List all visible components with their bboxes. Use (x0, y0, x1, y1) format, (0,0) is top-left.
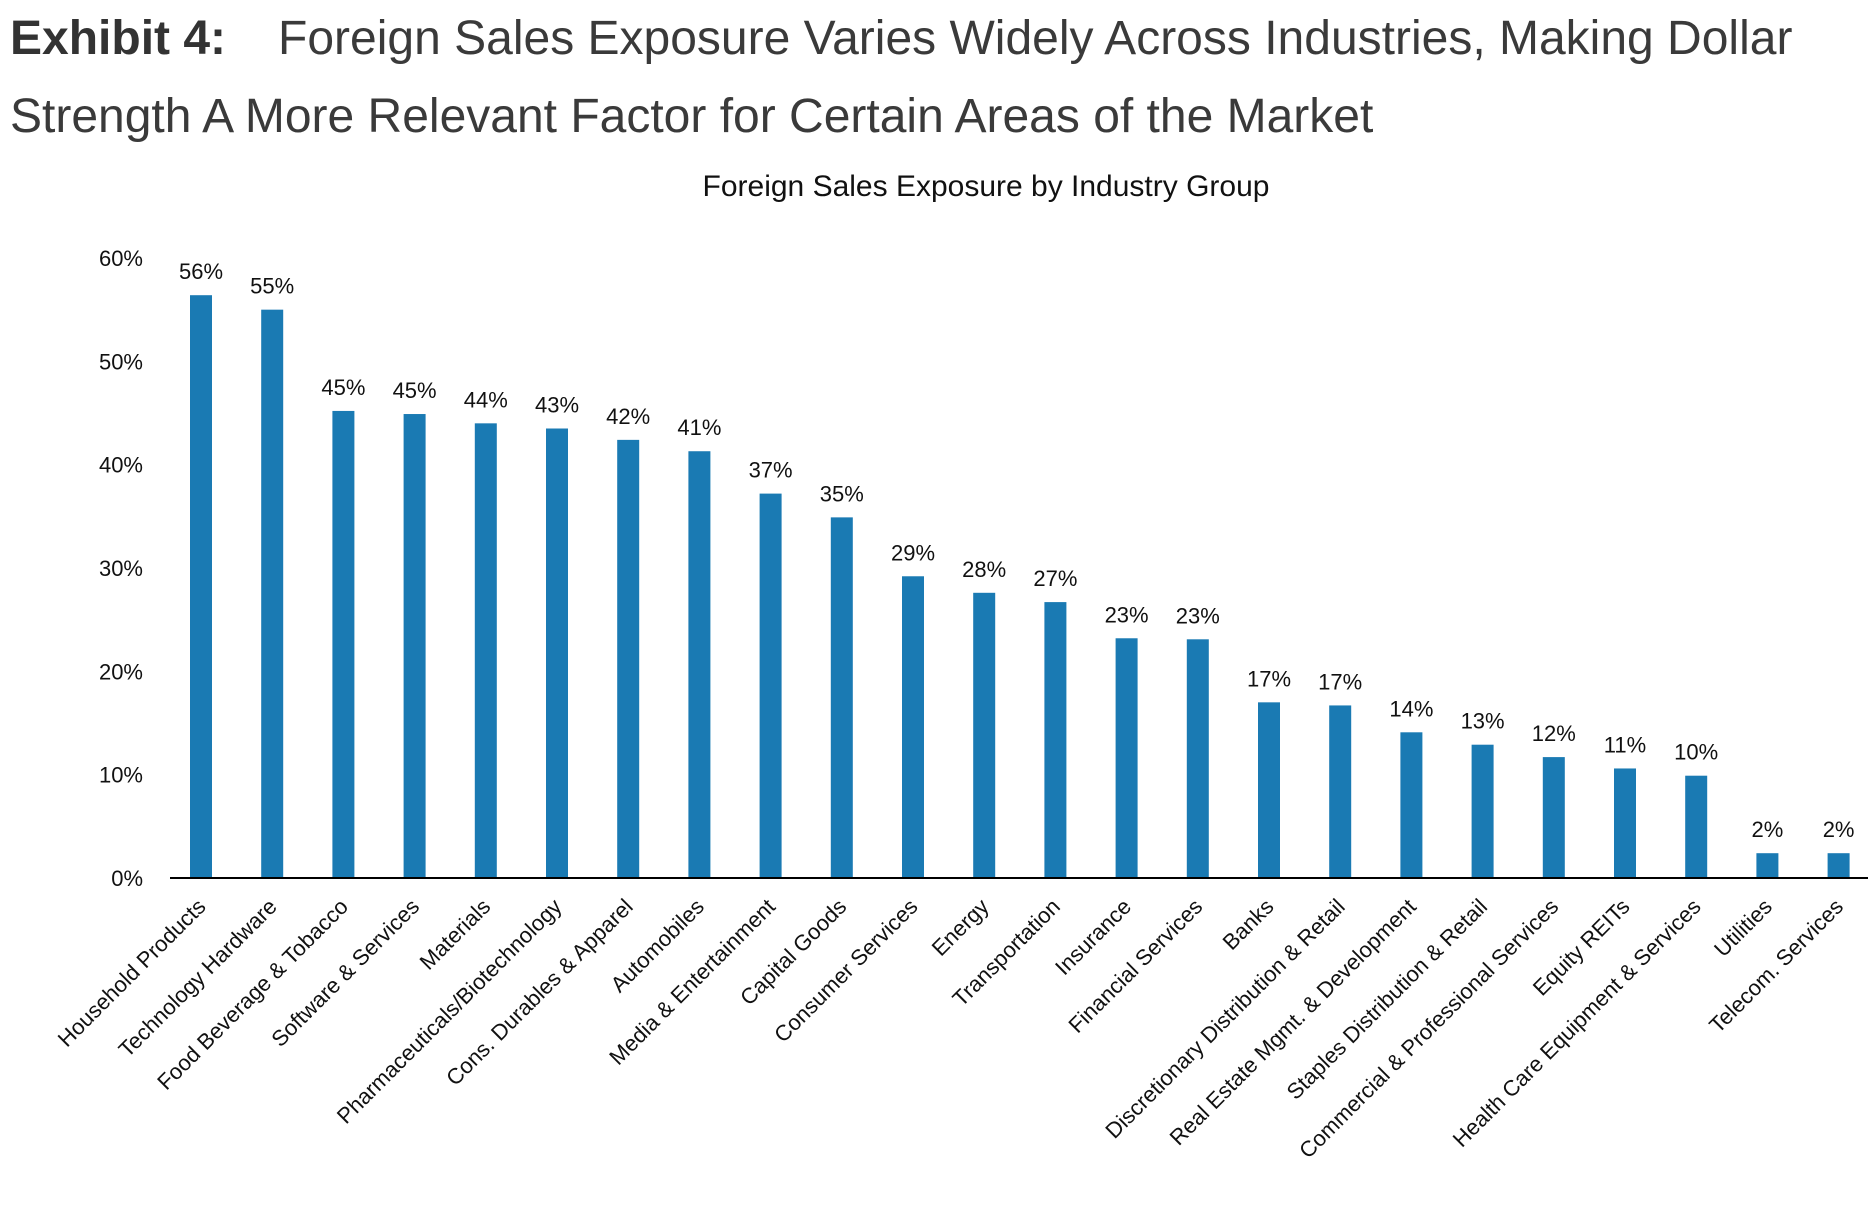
bar (830, 517, 853, 878)
data-label: 10% (1674, 740, 1718, 765)
y-axis-ticks: 0% 10% 20% 30% 40% 50% 60% (99, 246, 143, 891)
data-label: 35% (820, 481, 864, 506)
y-tick-label: 0% (111, 866, 143, 891)
y-tick-label: 30% (99, 556, 143, 581)
data-label: 14% (1389, 696, 1433, 721)
bar (1115, 638, 1138, 878)
data-label: 43% (535, 393, 579, 418)
data-label: 2% (1823, 817, 1855, 842)
y-tick-label: 60% (99, 246, 143, 271)
data-label: 23% (1105, 602, 1149, 627)
data-label: 44% (464, 387, 508, 412)
bar (1756, 853, 1779, 878)
y-tick-label: 40% (99, 453, 143, 478)
x-tick-label: Financial Services (1063, 894, 1207, 1038)
x-tick-label: Banks (1218, 894, 1279, 955)
bar (1400, 732, 1423, 878)
data-label: 11% (1604, 732, 1646, 757)
data-label: 23% (1176, 603, 1220, 628)
data-label: 56% (179, 259, 223, 284)
bar (1471, 744, 1494, 878)
data-label: 17% (1318, 669, 1362, 694)
data-label: 28% (962, 557, 1006, 582)
data-label: 12% (1532, 721, 1576, 746)
chart-title: Foreign Sales Exposure by Industry Group (703, 170, 1270, 203)
y-tick-label: 20% (99, 659, 143, 684)
bars (190, 295, 1850, 879)
data-label: 27% (1033, 566, 1077, 591)
bar (1186, 639, 1209, 878)
bar (1258, 702, 1280, 878)
y-tick-label: 50% (99, 349, 143, 374)
data-label: 42% (606, 404, 650, 429)
data-label: 55% (250, 274, 294, 299)
data-label: 13% (1461, 709, 1505, 734)
bar (617, 439, 640, 878)
bar (332, 410, 355, 878)
bar (1044, 602, 1067, 878)
data-labels: 56% 55% 45% 45% 44% 43% 42% 41% 37% 35% 29% 28% 27% 2… (179, 259, 1855, 842)
exhibit-title: Exhibit 4: Foreign Sales Exposure Varies … (10, 0, 1850, 156)
bar (190, 295, 212, 878)
y-tick-label: 10% (99, 763, 143, 788)
bar (474, 423, 497, 878)
bar (546, 428, 568, 878)
bar (1542, 757, 1565, 878)
bar (902, 576, 924, 878)
data-label: 45% (321, 375, 365, 400)
bar (1685, 775, 1708, 878)
data-label: 17% (1247, 666, 1291, 691)
data-label: 41% (677, 415, 721, 440)
data-label: 29% (891, 540, 935, 565)
x-tick-label: Commercial & Professional Services (1294, 894, 1563, 1163)
bar (759, 493, 782, 878)
data-label: 37% (749, 458, 793, 483)
bar (261, 309, 284, 879)
bar (403, 414, 426, 878)
x-tick-label: Health Care Equipment & Services (1448, 894, 1706, 1152)
bar (973, 592, 996, 878)
data-label: 2% (1752, 817, 1784, 842)
exhibit-label: Exhibit 4: (10, 12, 227, 65)
exhibit-title-text: Foreign Sales Exposure Varies Widely Acr… (10, 12, 1793, 143)
bar (1329, 705, 1352, 878)
bar (1827, 853, 1850, 878)
bar (1614, 768, 1636, 878)
bar (688, 451, 711, 878)
x-tick-label: Telecom. Services (1704, 894, 1848, 1038)
x-tick-label: Utilities (1709, 894, 1777, 962)
data-label: 45% (393, 378, 437, 403)
x-tick-label: Energy (927, 894, 994, 961)
